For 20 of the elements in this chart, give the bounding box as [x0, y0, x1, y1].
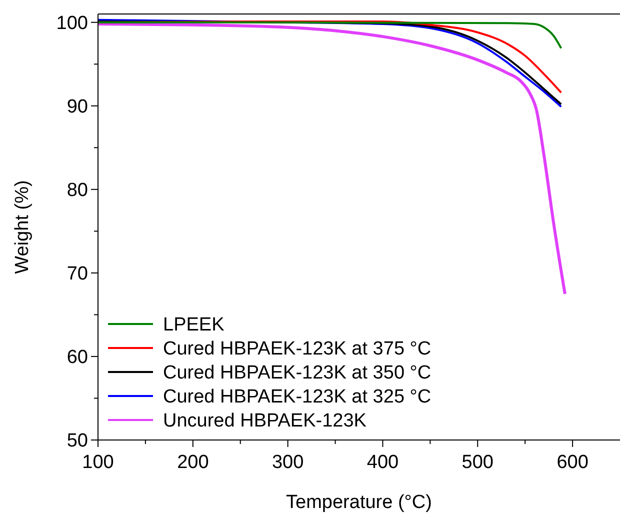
- legend-label: LPEEK: [163, 314, 225, 336]
- y-tick-label: 70: [66, 264, 88, 285]
- y-tick-label: 90: [66, 96, 88, 118]
- x-tick-label: 100: [82, 452, 114, 473]
- y-tick-label: 60: [66, 347, 88, 368]
- line-series: [97, 21, 562, 50]
- y-tick-label: 100: [56, 13, 88, 34]
- legend-label: Cured HBPAEK-123K at 350 °C: [163, 362, 432, 384]
- x-tick-label: 300: [272, 452, 304, 473]
- legend-label: Cured HBPAEK-123K at 375 °C: [163, 338, 432, 360]
- x-tick-label: 600: [556, 452, 588, 473]
- y-tick-label: 80: [66, 180, 88, 202]
- y-tick-label: 50: [66, 430, 88, 452]
- y-axis-title: Weight (%): [12, 180, 33, 274]
- legend-label: Uncured HBPAEK-123K: [163, 410, 367, 432]
- x-tick-label: 500: [462, 452, 494, 473]
- x-tick-label: 400: [366, 452, 399, 473]
- x-axis-title: Temperature (°C): [286, 492, 432, 513]
- x-tick-label: 200: [177, 452, 209, 473]
- legend-label: Cured HBPAEK-123K at 325 °C: [163, 386, 432, 408]
